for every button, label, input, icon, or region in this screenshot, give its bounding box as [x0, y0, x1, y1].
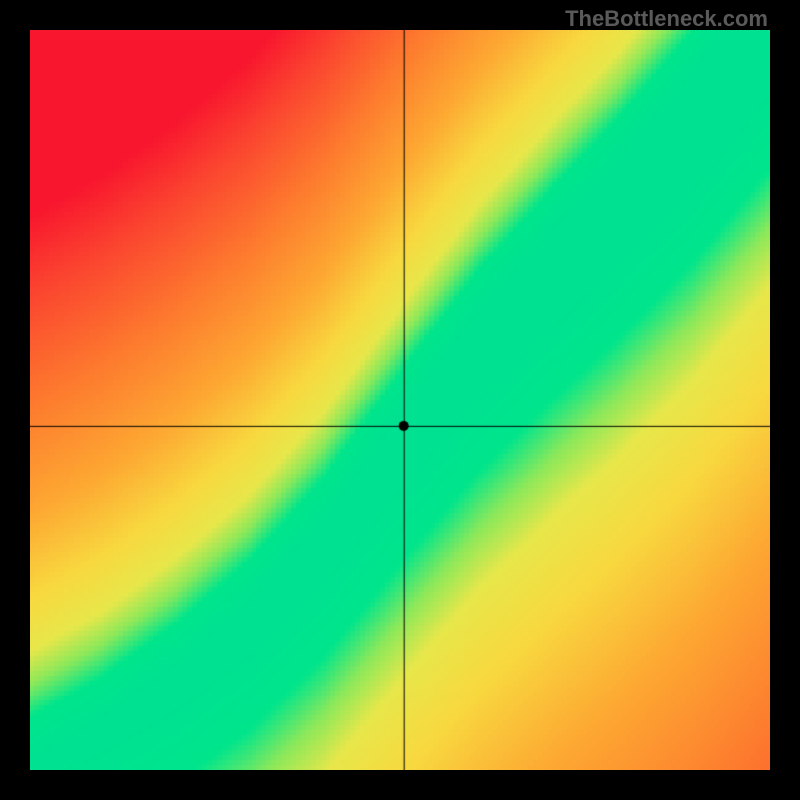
crosshair-overlay [30, 30, 770, 770]
bottleneck-chart: TheBottleneck.com [0, 0, 800, 800]
watermark-text: TheBottleneck.com [565, 6, 768, 32]
